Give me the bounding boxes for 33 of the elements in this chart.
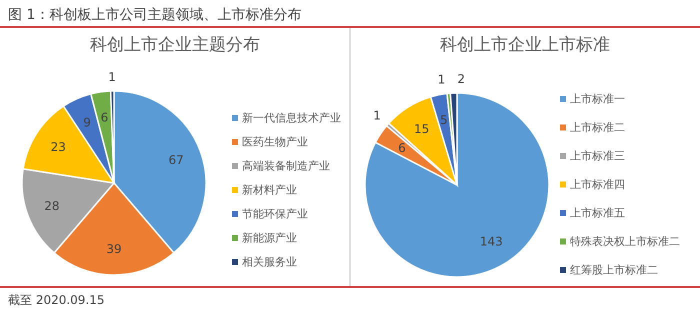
- caption: 图 1：科创板上市公司主题领域、上市标准分布: [8, 7, 302, 23]
- data-label: 1: [108, 70, 116, 84]
- legend-label: 红筹股上市标准二: [570, 264, 658, 276]
- legend-label: 上市标准三: [570, 150, 625, 162]
- legend-label: 高端装备制造产业: [242, 160, 330, 172]
- data-label: 23: [50, 140, 66, 154]
- data-label: 9: [83, 115, 91, 130]
- text: 截至 2020.09.15: [8, 293, 105, 307]
- legend-label: 新材料产业: [242, 184, 297, 196]
- data-label: 39: [106, 242, 122, 256]
- chart-title: 科创上市企业主题分布: [90, 35, 260, 55]
- legend-label: 上市标准四: [570, 178, 625, 191]
- legend-label: 上市标准五: [570, 206, 625, 220]
- pie-slice: [364, 92, 550, 278]
- legend-label: 上市标准一: [570, 92, 625, 106]
- legend-label: 相关服务业: [242, 256, 297, 268]
- legend-label: 新一代信息技术产业: [242, 112, 341, 124]
- data-label: 1: [438, 72, 446, 86]
- data-label: 6: [398, 141, 406, 156]
- data-label: 28: [44, 198, 60, 213]
- data-label: 5: [440, 113, 448, 128]
- legend-label: 新能源产业: [242, 232, 297, 244]
- legend-label: 医药生物产业: [242, 136, 308, 148]
- legend-label: 上市标准二: [570, 121, 625, 134]
- data-label: 15: [414, 122, 430, 136]
- data-label: 6: [100, 110, 108, 124]
- data-label: 1: [373, 108, 381, 122]
- chart-title: 科创上市企业上市标准: [440, 35, 610, 55]
- legend-label: 节能环保产业: [242, 208, 308, 220]
- data-label: 143: [480, 234, 503, 249]
- legend-label: 特殊表决权上市标准二: [570, 235, 680, 248]
- data-label: 67: [168, 153, 184, 168]
- data-label: 2: [457, 72, 465, 86]
